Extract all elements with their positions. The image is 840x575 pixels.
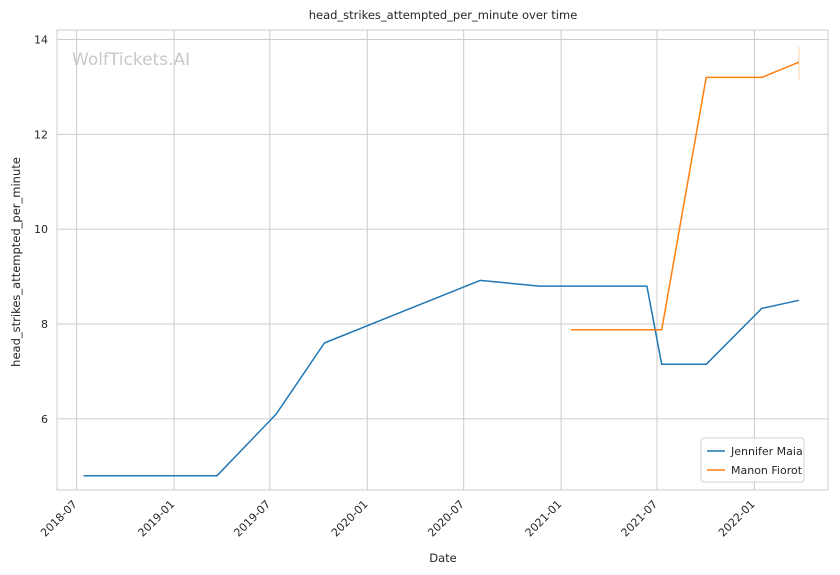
x-tick-label: 2020-07 (425, 498, 467, 540)
legend-label: Manon Fiorot (731, 464, 803, 477)
x-tick-label: 2022-01 (716, 498, 758, 540)
y-tick-label: 12 (34, 128, 48, 141)
series-layer (83, 46, 800, 477)
y-tick-label: 8 (41, 318, 48, 331)
series-line (571, 61, 800, 331)
x-axis-label: Date (429, 551, 457, 565)
legend-label: Jennifer Maia (730, 445, 803, 458)
x-tick-label: 2019-07 (231, 498, 273, 540)
y-tick-label: 10 (34, 223, 48, 236)
y-tick-label: 6 (41, 413, 48, 426)
legend-box (700, 437, 805, 483)
x-tick-label: 2021-01 (523, 498, 565, 540)
watermark: WolfTickets.AI (72, 50, 190, 70)
x-tick-label: 2020-01 (329, 498, 371, 540)
chart-title: head_strikes_attempted_per_minute over t… (309, 8, 578, 22)
x-tick-label: 2021-07 (619, 498, 661, 540)
x-axis: 2018-07 2019-01 2019-07 2020-01 2020-07 2021-… (38, 498, 757, 540)
y-tick-label: 14 (34, 33, 48, 46)
series-line (83, 279, 800, 477)
x-tick-label: 2019-01 (136, 498, 178, 540)
y-axis: 6 8 10 12 14 (34, 33, 48, 425)
y-axis-label: head_strikes_attempted_per_minute (9, 157, 23, 367)
x-tick-label: 2018-07 (38, 498, 80, 540)
legend: Jennifer Maia Manon Fiorot (700, 437, 805, 483)
plot-area (56, 29, 829, 491)
grid (57, 30, 828, 490)
